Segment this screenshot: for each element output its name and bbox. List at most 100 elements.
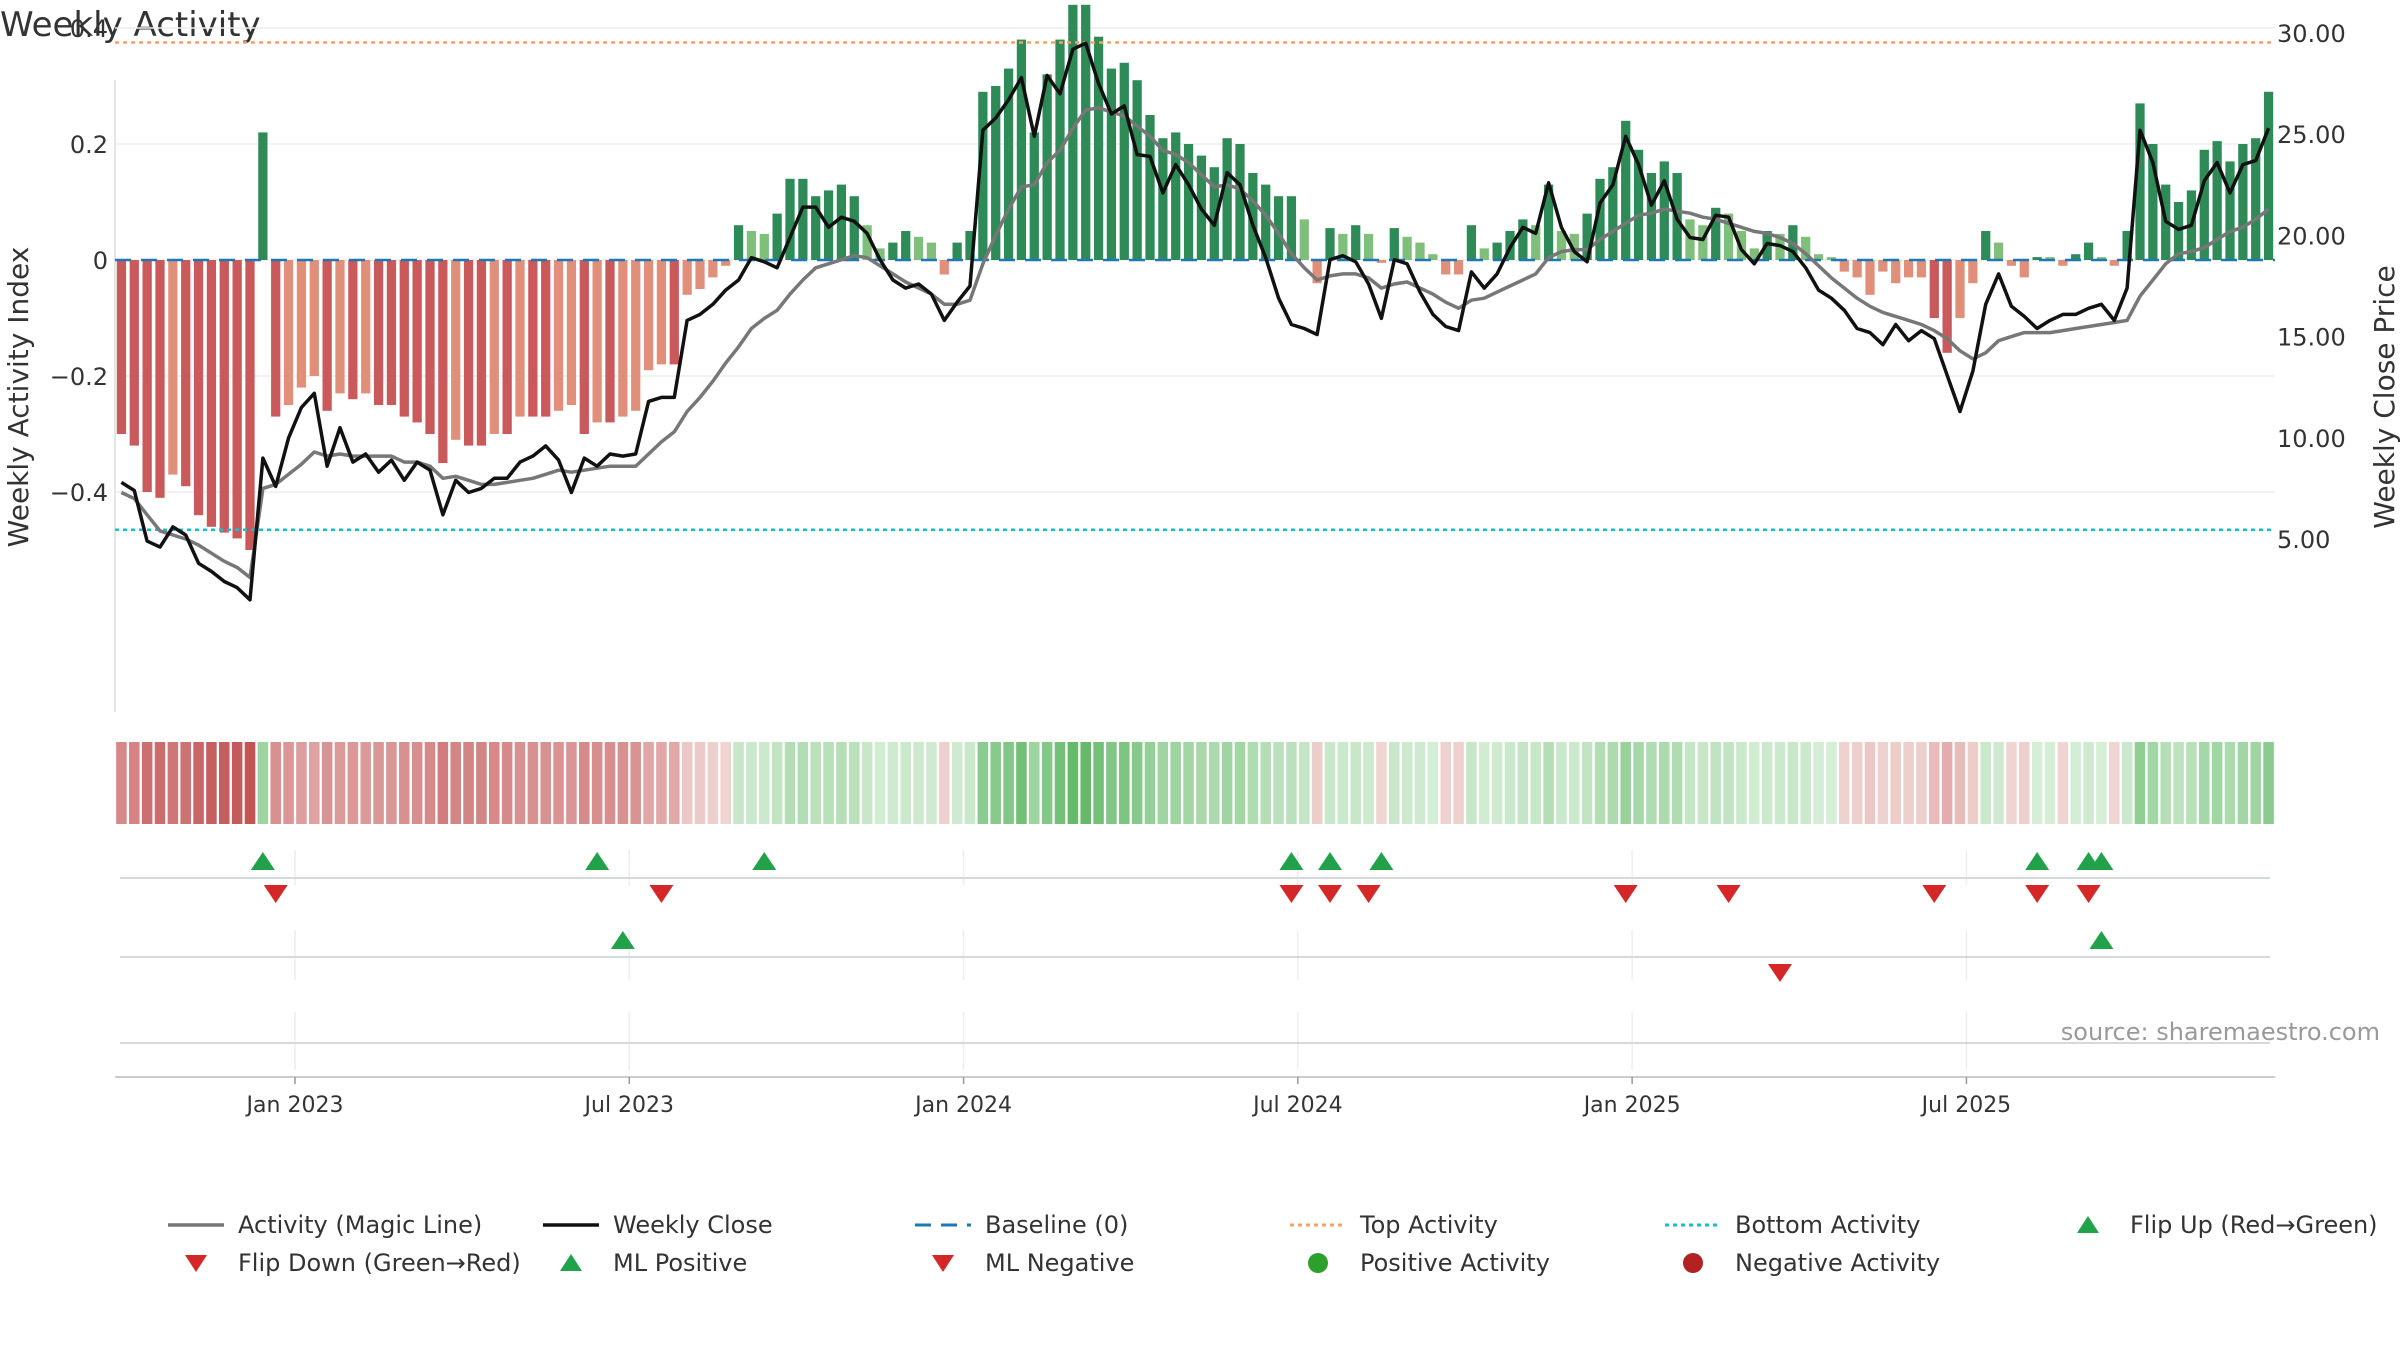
heat-strip-cell xyxy=(2109,742,2120,824)
ml-negative-marker xyxy=(1768,964,1792,982)
activity-bar xyxy=(926,242,937,260)
x-tick-label: Jul 2024 xyxy=(1251,1093,1343,1118)
activity-bar xyxy=(386,260,397,405)
heat-strip-cell xyxy=(1016,742,1027,824)
activity-bar xyxy=(1633,149,1644,260)
heat-strip-cell xyxy=(1106,742,1117,824)
legend-item-negact: Negative Activity xyxy=(1683,1249,1940,1277)
activity-bar xyxy=(476,260,487,446)
y-tick-right: 15.00 xyxy=(2277,324,2346,352)
y-tick-right: 30.00 xyxy=(2277,20,2346,48)
heat-strip-cell xyxy=(1813,742,1824,824)
heat-strip-cell xyxy=(2134,742,2146,824)
activity-bar xyxy=(1428,254,1438,260)
heat-strip-cell xyxy=(771,742,783,824)
activity-bar xyxy=(1132,80,1142,260)
y-tick-left: 0.4 xyxy=(70,15,108,43)
legend-swatch-circle xyxy=(1683,1253,1703,1273)
heat-strip-cell xyxy=(411,742,423,824)
heat-strip-cell xyxy=(399,742,410,824)
activity-bar xyxy=(335,260,345,394)
legend-label: ML Positive xyxy=(613,1249,747,1277)
heat-strip-cell xyxy=(630,742,641,824)
activity-bar xyxy=(1351,225,1361,260)
flip-down-marker xyxy=(2076,885,2101,903)
heat-strip-cell xyxy=(1324,742,1336,824)
heat-strip-cell xyxy=(849,742,860,824)
activity-bar xyxy=(939,260,949,275)
flip-down-marker xyxy=(263,885,288,903)
activity-bar xyxy=(913,236,924,260)
heat-strip-cell xyxy=(2006,742,2017,824)
heat-strip-cell xyxy=(1337,742,1349,824)
heat-strip-cell xyxy=(810,742,821,824)
activity-bar xyxy=(1338,233,1348,260)
legend-label: Negative Activity xyxy=(1735,1249,1940,1277)
activity-bar xyxy=(2109,260,2119,266)
heat-strip-cell xyxy=(1697,742,1709,824)
heat-strip-cell xyxy=(1029,742,1040,824)
heat-strip-cell xyxy=(2070,742,2081,824)
activity-bar xyxy=(1749,248,1759,260)
heat-strip-cell xyxy=(951,742,963,824)
heat-strip-cell xyxy=(874,742,886,824)
heat-strip-cell xyxy=(476,742,487,824)
heat-strip-cell xyxy=(2083,742,2094,824)
activity-bar xyxy=(296,260,307,388)
heat-strip-cell xyxy=(450,742,461,824)
heat-strip-cell xyxy=(977,742,989,824)
activity-bar xyxy=(618,260,628,417)
heat-strip-cell xyxy=(257,742,269,824)
activity-bar xyxy=(142,260,152,492)
activity-bar xyxy=(2058,260,2068,266)
activity-bar xyxy=(1556,231,1567,260)
activity-bar xyxy=(1711,207,1721,260)
y-tick-right: 25.00 xyxy=(2277,121,2346,149)
heat-strip-cell xyxy=(1067,742,1079,824)
heat-strip-cell xyxy=(1967,742,1979,824)
activity-bar xyxy=(592,260,602,423)
activity-bar xyxy=(643,260,654,371)
heat-strip-cell xyxy=(720,742,731,824)
heat-strip-cell xyxy=(2044,742,2056,824)
activity-bar xyxy=(1286,196,1297,260)
heat-strip-cell xyxy=(1787,742,1799,824)
heat-strip-cell xyxy=(1041,742,1053,824)
heat-strip-cell xyxy=(1196,742,1207,824)
activity-bar xyxy=(1826,257,1837,260)
activity-bar xyxy=(232,260,242,539)
activity-bar xyxy=(888,242,898,260)
heat-strip-cell xyxy=(514,742,526,824)
activity-bar xyxy=(1261,184,1271,260)
activity-bar xyxy=(1171,132,1181,260)
heat-strip-cell xyxy=(1581,742,1593,824)
legend-swatch-triangle-up xyxy=(560,1254,582,1271)
activity-bar xyxy=(515,260,525,417)
heat-strip-cell xyxy=(1311,742,1323,824)
heat-strip-cell xyxy=(656,742,667,824)
legend-item-baseline: Baseline (0) xyxy=(915,1211,1128,1239)
heat-strip-cell xyxy=(797,742,809,824)
flip-up-marker xyxy=(2025,852,2050,870)
y-axis-left-label: Weekly Activity Index xyxy=(2,247,35,548)
heat-strip-cell xyxy=(1903,742,1914,824)
heat-strip-cell xyxy=(116,742,127,824)
heat-strip-cell xyxy=(604,742,616,824)
heat-strip-cell xyxy=(1247,742,1259,824)
activity-bar xyxy=(965,231,975,260)
heat-strip-cell xyxy=(1890,742,1901,824)
x-tick-label: Jul 2023 xyxy=(583,1093,675,1118)
activity-bar xyxy=(1183,144,1194,260)
heat-strip-cell xyxy=(1003,742,1014,824)
activity-bar xyxy=(1222,138,1232,260)
heat-strip-cell xyxy=(2186,742,2197,824)
heat-strip-cell xyxy=(2096,742,2107,824)
heat-strip-cell xyxy=(1556,742,1567,824)
heat-strip-cell xyxy=(463,742,474,824)
heat-strip-cell xyxy=(1234,742,1246,824)
activity-bar xyxy=(2225,161,2235,260)
heat-strip-cell xyxy=(334,742,346,824)
heat-strip-cell xyxy=(1517,742,1529,824)
activity-bar xyxy=(219,260,229,533)
heat-strip-cell xyxy=(2057,742,2069,824)
